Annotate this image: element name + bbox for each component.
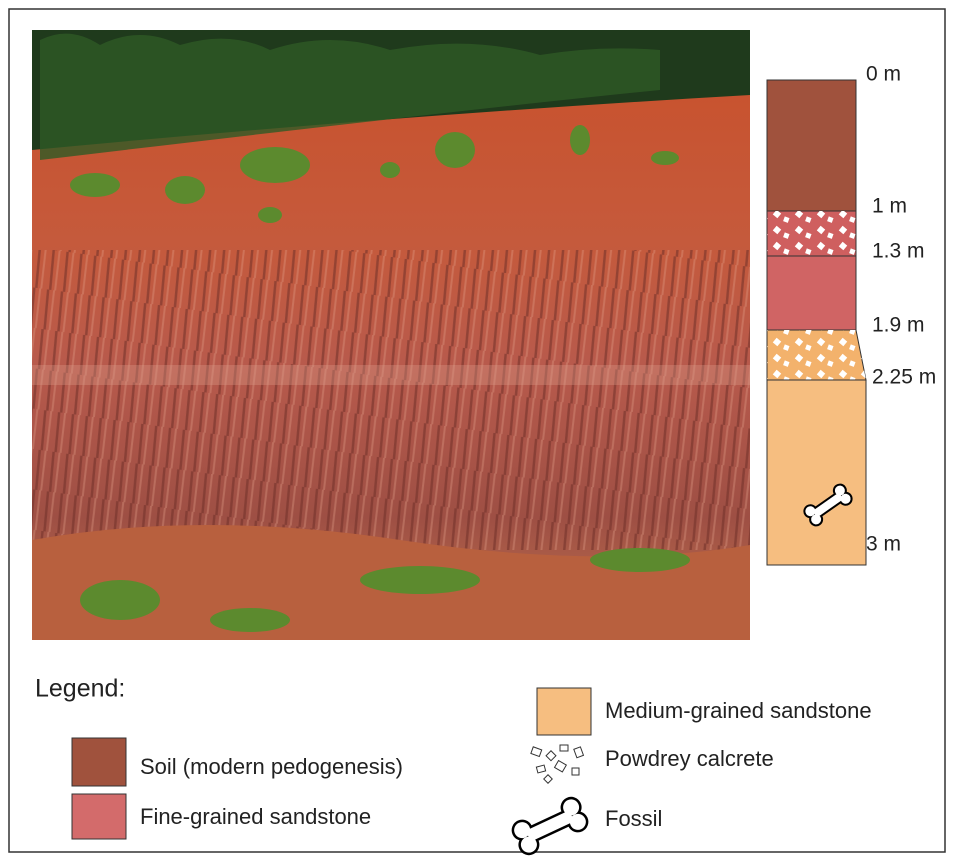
legend-label: Medium-grained sandstone (605, 698, 872, 723)
fossil-icon (511, 796, 589, 856)
depth-label: 2.25 m (872, 366, 936, 389)
photo (32, 30, 750, 640)
depth-label: 1.3 m (872, 240, 925, 263)
legend-swatch (536, 687, 592, 736)
legend-label: Soil (modern pedogenesis) (140, 754, 403, 779)
depth-label: 1.9 m (872, 314, 925, 337)
frame (8, 8, 946, 853)
depth-label: 1 m (872, 195, 907, 218)
depth-label: 3 m (866, 533, 901, 556)
legend-label: Powdrey calcrete (605, 746, 774, 771)
strat-column (766, 79, 867, 566)
depth-label: 0 m (866, 63, 901, 86)
calcrete-icon (530, 744, 585, 784)
legend-swatch (71, 793, 127, 840)
legend-title: Legend: (35, 675, 125, 703)
legend-label: Fine-grained sandstone (140, 804, 371, 829)
legend-swatch (71, 737, 127, 787)
legend-label: Fossil (605, 806, 662, 831)
